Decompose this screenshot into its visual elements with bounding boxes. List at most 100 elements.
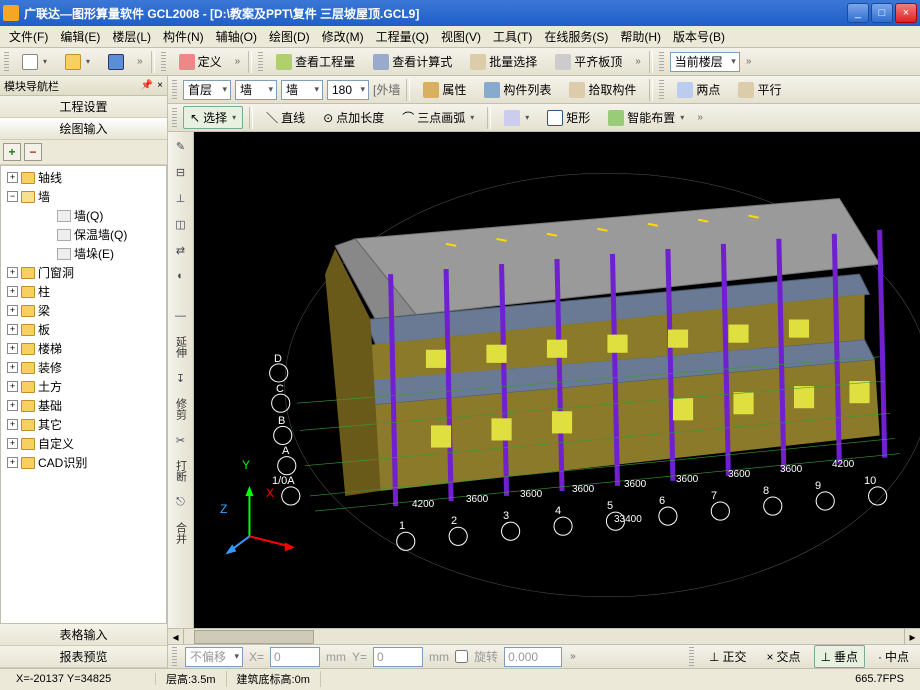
trim-icon[interactable]: ✂ [171, 430, 191, 450]
point-length-button[interactable]: ⊙点加长度 [316, 106, 391, 129]
nav-report-preview[interactable]: 报表预览 [0, 646, 167, 668]
break-button[interactable]: 打断 [173, 456, 189, 486]
tree-item[interactable]: +装修 [3, 358, 164, 377]
break-icon[interactable]: ⎋ [171, 492, 191, 512]
rotate-checkbox[interactable] [455, 650, 468, 663]
merge-button[interactable]: 合并 [173, 518, 189, 548]
toolbar-grip[interactable] [172, 108, 177, 128]
menu-help[interactable]: 帮助(H) [615, 26, 666, 47]
nav-project-settings[interactable]: 工程设置 [0, 96, 167, 118]
tree-item[interactable]: 保温墙(Q) [3, 225, 164, 244]
side-tool-6[interactable]: ◐ [171, 266, 191, 286]
menu-aux-axis[interactable]: 辅轴(O) [211, 26, 262, 47]
toolbar-overflow-bottom[interactable]: » [568, 651, 578, 662]
minimize-button[interactable]: _ [847, 3, 869, 23]
toolbar-grip[interactable] [161, 52, 166, 72]
select-button[interactable]: ↖选择▾ [183, 106, 243, 129]
menu-component[interactable]: 构件(N) [158, 26, 209, 47]
pick-component-button[interactable]: 拾取构件 [562, 78, 643, 101]
rotate-input[interactable]: 0.000 [504, 647, 562, 667]
ortho-button[interactable]: ⊥正交 [702, 645, 753, 668]
two-point-button[interactable]: 两点 [670, 78, 727, 101]
tree-item[interactable]: +CAD识别 [3, 453, 164, 472]
toolbar-grip[interactable] [689, 647, 694, 667]
menu-version[interactable]: 版本号(B) [668, 26, 730, 47]
close-button[interactable]: × [895, 3, 917, 23]
tree-item[interactable]: 墙垛(E) [3, 244, 164, 263]
midpoint-button[interactable]: ·中点 [871, 645, 916, 668]
perpendicular-button[interactable]: ⊥垂点 [814, 645, 865, 668]
y-input[interactable]: 0 [373, 647, 423, 667]
tool-misc[interactable]: ▾ [497, 107, 536, 129]
expand-all-button[interactable]: + [3, 143, 21, 161]
toolbar-grip[interactable] [258, 52, 263, 72]
toolbar-overflow-draw[interactable]: » [695, 112, 705, 123]
menu-tools[interactable]: 工具(T) [488, 26, 537, 47]
h-scrollbar[interactable]: ◂ ▸ [168, 628, 920, 644]
intersect-button[interactable]: ×交点 [759, 645, 807, 668]
pin-icon[interactable]: 📌 [141, 80, 153, 91]
trim-button[interactable]: 修剪 [173, 394, 189, 424]
menu-online[interactable]: 在线服务(S) [539, 26, 613, 47]
component-list-button[interactable]: 构件列表 [477, 78, 558, 101]
tree-item[interactable]: +其它 [3, 415, 164, 434]
new-button[interactable]: ▾ [15, 51, 54, 73]
tree-item[interactable]: +楼梯 [3, 339, 164, 358]
component-tree[interactable]: +轴线−墙墙(Q)保温墙(Q)墙垛(E)+门窗洞+柱+梁+板+楼梯+装修+土方+… [0, 165, 167, 624]
open-button[interactable]: ▾ [58, 51, 97, 73]
3d-viewport[interactable]: 1 2 3 4 5 6 7 8 9 10 1/0A A B C D 4200 3… [194, 132, 920, 628]
toolbar-grip[interactable] [172, 80, 177, 100]
define-button[interactable]: 定义 [172, 50, 229, 73]
side-tool-4[interactable]: ◫ [171, 214, 191, 234]
tree-item[interactable]: +自定义 [3, 434, 164, 453]
extend-button[interactable]: 延伸 [173, 332, 189, 362]
side-tool-2[interactable]: ⊟ [171, 162, 191, 182]
smart-layout-button[interactable]: 智能布置▾ [601, 106, 691, 129]
batch-select-button[interactable]: 批量选择 [463, 50, 544, 73]
tree-item[interactable]: +门窗洞 [3, 263, 164, 282]
side-tool-1[interactable]: ✎ [171, 136, 191, 156]
menu-view[interactable]: 视图(V) [436, 26, 486, 47]
toolbar-grip[interactable] [659, 80, 664, 100]
tree-item[interactable]: +梁 [3, 301, 164, 320]
toolbar-overflow-2[interactable]: » [233, 56, 243, 67]
menu-modify[interactable]: 修改(M) [317, 26, 369, 47]
tree-item[interactable]: +土方 [3, 377, 164, 396]
align-slab-button[interactable]: 平齐板顶 [548, 50, 629, 73]
toolbar-grip[interactable] [659, 52, 664, 72]
menu-draw[interactable]: 绘图(D) [264, 26, 315, 47]
floor-dropdown[interactable]: 首层 [183, 80, 231, 100]
properties-button[interactable]: 属性 [416, 78, 473, 101]
view-formula-button[interactable]: 查看计算式 [366, 50, 459, 73]
maximize-button[interactable]: □ [871, 3, 893, 23]
current-floor-dropdown[interactable]: 当前楼层 [670, 52, 740, 72]
menu-floor[interactable]: 楼层(L) [107, 26, 156, 47]
menu-quantity[interactable]: 工程量(Q) [371, 26, 434, 47]
panel-close-icon[interactable]: × [157, 80, 163, 91]
x-input[interactable]: 0 [270, 647, 320, 667]
tree-item[interactable]: 墙(Q) [3, 206, 164, 225]
category-dropdown[interactable]: 墙 [235, 80, 277, 100]
rect-button[interactable]: 矩形 [540, 106, 597, 129]
parallel-button[interactable]: 平行 [731, 78, 788, 101]
toolbar-overflow-1[interactable]: » [135, 56, 145, 67]
category2-dropdown[interactable]: 墙 [281, 80, 323, 100]
toolbar-overflow-4[interactable]: » [744, 56, 754, 67]
toolbar-overflow-3[interactable]: » [633, 56, 643, 67]
menu-file[interactable]: 文件(F) [4, 26, 53, 47]
line-button[interactable]: ＼直线 [259, 106, 312, 129]
toolbar-grip[interactable] [4, 52, 9, 72]
menu-edit[interactable]: 编辑(E) [55, 26, 105, 47]
extend-icon[interactable]: ↧ [171, 368, 191, 388]
nav-draw-input[interactable]: 绘图输入 [0, 118, 167, 140]
thickness-dropdown[interactable]: 180 [327, 80, 369, 100]
nav-table-input[interactable]: 表格输入 [0, 624, 167, 646]
offset-dropdown[interactable]: 不偏移 [185, 647, 243, 667]
save-button[interactable] [101, 51, 131, 73]
toolbar-grip[interactable] [172, 647, 177, 667]
tree-item[interactable]: +板 [3, 320, 164, 339]
view-quantity-button[interactable]: 查看工程量 [269, 50, 362, 73]
tree-item[interactable]: +柱 [3, 282, 164, 301]
side-tool-3[interactable]: ⊥ [171, 188, 191, 208]
tree-item[interactable]: −墙 [3, 187, 164, 206]
